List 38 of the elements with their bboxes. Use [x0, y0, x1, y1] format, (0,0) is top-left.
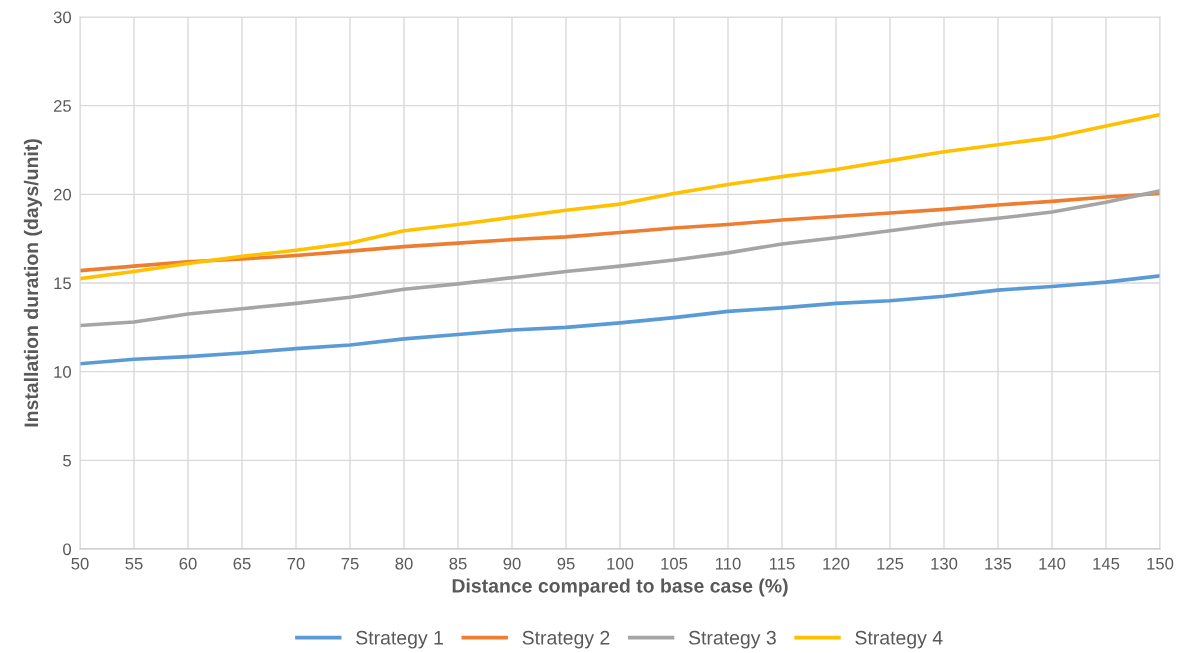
x-tick-label: 145	[1093, 557, 1120, 570]
x-tick-label: 90	[503, 557, 521, 570]
y-tick-label: 20	[53, 188, 72, 201]
x-tick-label: 125	[877, 557, 904, 570]
x-tick-label: 50	[71, 557, 89, 570]
y-axis-title: Installation duration (days/unit)	[23, 139, 43, 427]
x-tick-label: 80	[395, 557, 413, 570]
x-tick-label: 120	[823, 557, 850, 570]
legend-label: Strategy 1	[356, 630, 443, 649]
line-series	[80, 112, 1160, 281]
x-tick-label: 100	[607, 557, 634, 570]
legend-label: Strategy 3	[688, 630, 776, 649]
x-tick-label: 140	[1039, 557, 1066, 570]
line-series	[80, 188, 1160, 328]
y-tick-label: 30	[53, 11, 72, 24]
x-tick-label: 85	[449, 557, 467, 570]
x-tick-label: 110	[715, 557, 741, 570]
y-tick-label: 25	[53, 100, 71, 112]
y-tick-label: 10	[54, 366, 72, 378]
x-tick-label: 70	[287, 557, 305, 570]
y-tick-label: 5	[63, 454, 71, 467]
x-tick-label: 135	[985, 557, 1012, 570]
y-tick-label: 0	[63, 543, 72, 556]
x-tick-label: 75	[341, 557, 359, 570]
x-tick-label: 65	[233, 557, 251, 570]
x-tick-label: 55	[125, 557, 143, 570]
x-tick-label: 105	[661, 557, 688, 570]
y-tick-label: 15	[54, 277, 71, 290]
x-tick-label: 130	[931, 557, 958, 570]
x-axis-title: Distance compared to base case (%)	[452, 578, 788, 597]
x-tick-label: 95	[557, 557, 575, 570]
x-tick-label: 115	[769, 557, 795, 570]
line-series	[80, 274, 1160, 366]
line-series	[80, 191, 1160, 273]
x-tick-label: 60	[179, 557, 197, 570]
legend-label: Strategy 4	[855, 630, 943, 649]
x-tick-label: 150	[1147, 557, 1174, 570]
legend-label: Strategy 2	[522, 630, 610, 649]
